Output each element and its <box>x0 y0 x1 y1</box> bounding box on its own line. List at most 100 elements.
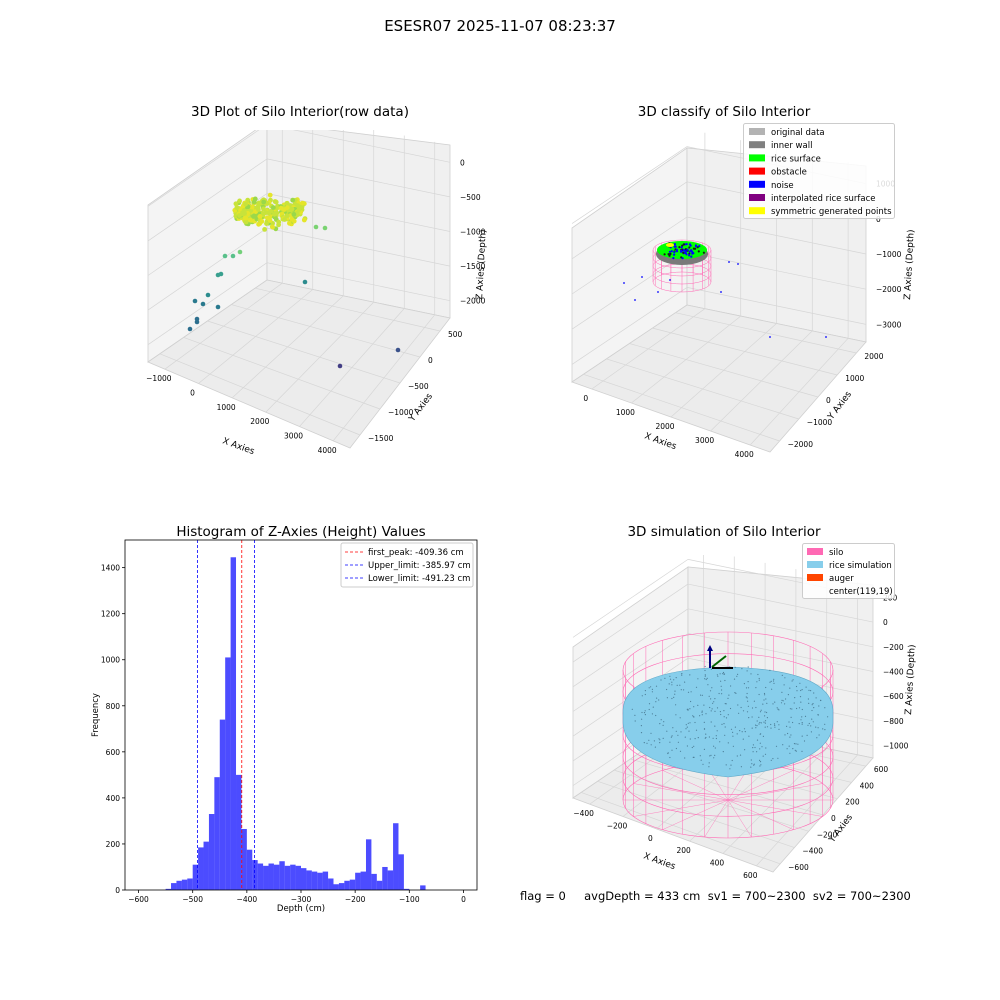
p4-surface-point <box>760 764 762 766</box>
p1-data-point <box>270 224 275 230</box>
p4-surface-point <box>677 734 679 736</box>
p3-x-tick-label: −500 <box>182 895 203 904</box>
p4-surface-point <box>801 735 803 737</box>
p2-legend-label: original data <box>771 128 825 138</box>
p1-data-point <box>295 203 301 208</box>
p4-surface-point <box>662 724 664 726</box>
p4-surface-point <box>695 729 698 731</box>
p4-surface-point <box>772 758 774 760</box>
p4-surface-point <box>804 715 807 717</box>
p4-y-gridline <box>581 792 781 865</box>
p4-surface-point <box>674 690 676 692</box>
p4-surface-point <box>818 734 820 736</box>
p4-surface-point <box>679 717 681 719</box>
p4-surface-point <box>671 684 673 686</box>
p4-surface-point <box>672 727 674 729</box>
p3-bar <box>225 657 231 890</box>
p4-surface-point <box>760 722 762 724</box>
p4-surface-point <box>764 720 767 722</box>
p2-noise-point <box>634 299 636 301</box>
p3-bar <box>393 823 399 890</box>
p4-surface-point <box>732 735 734 737</box>
p4-surface-point <box>651 691 653 693</box>
p4-surface-point <box>806 734 808 736</box>
p4-surface-point <box>751 716 753 718</box>
p4-surface-point <box>770 680 772 682</box>
p4-surface-point <box>759 748 761 750</box>
p4-surface-point <box>684 757 686 759</box>
p3-legend-label: Lower_limit: -491.23 cm <box>368 574 470 584</box>
p4-surface-point <box>666 688 668 691</box>
p3-y-tick-label: 800 <box>106 702 121 711</box>
p4-surface-point <box>813 692 815 694</box>
p2-noise-point <box>720 291 722 293</box>
p4-surface-point <box>667 752 669 755</box>
p4-surface-point <box>709 690 712 692</box>
p4-surface-point <box>659 739 661 741</box>
p3-bar <box>317 872 323 890</box>
p4-surface-point <box>756 739 759 741</box>
p4-surface-point <box>722 671 725 674</box>
p4-surface-point <box>650 686 652 688</box>
p4-surface-point <box>714 754 716 756</box>
p4-surface-point <box>655 685 658 687</box>
p2-class-point <box>697 250 700 253</box>
panel2-3d-plot: 01000200030004000−2000−10000100020001000… <box>571 132 917 459</box>
p4-surface-point <box>822 728 824 730</box>
p4-surface-point <box>765 686 767 689</box>
p2-z-gridline <box>571 181 688 260</box>
p2-noise-point <box>825 336 827 338</box>
p4-surface-point <box>742 710 745 712</box>
p3-x-tick-label: −200 <box>345 895 366 904</box>
p4-surface-point <box>765 698 767 700</box>
p1-data-point <box>192 298 198 304</box>
p4-silo-spoke <box>633 783 729 801</box>
p1-data-point <box>262 227 267 232</box>
p1-y-gridline <box>183 337 381 410</box>
p4-surface-point <box>669 741 671 743</box>
p1-data-point <box>267 192 273 198</box>
p4-surface-point <box>710 754 712 756</box>
p4-surface-point <box>791 708 793 710</box>
p1-y-tick-label: −1500 <box>368 434 394 443</box>
p4-surface-point <box>644 693 646 696</box>
p2-class-point <box>674 245 677 248</box>
p2-class-point <box>667 253 670 256</box>
p4-silo-spoke <box>662 770 729 801</box>
p1-data-point <box>256 207 261 212</box>
p4-surface-point <box>652 706 654 708</box>
p4-surface-point <box>687 709 689 711</box>
p3-bar <box>355 872 361 890</box>
p3-bar <box>279 861 285 890</box>
p4-surface-point <box>750 766 752 768</box>
p4-surface-point <box>705 678 707 681</box>
p4-surface-point <box>664 677 666 679</box>
p3-bar <box>181 879 188 890</box>
p1-data-point <box>284 200 290 206</box>
p4-surface-point <box>701 714 703 716</box>
p4-surface-point <box>675 714 677 716</box>
p4-surface-point <box>771 688 773 690</box>
p3-bar <box>360 871 366 890</box>
p3-y-tick-label: 0 <box>115 886 120 895</box>
p4-surface-point <box>795 750 797 752</box>
p3-bar <box>311 871 318 890</box>
p4-surface-point <box>739 730 741 732</box>
p2-class-point <box>688 250 691 253</box>
p4-surface-point <box>692 715 694 717</box>
p1-data-point <box>264 221 269 226</box>
p4-surface-point <box>798 723 800 725</box>
p2-noise-point <box>728 261 730 263</box>
p3-bar <box>387 870 394 890</box>
p4-surface-point <box>741 668 743 670</box>
p1-data-point <box>243 219 249 225</box>
p3-x-tick-label: 0 <box>461 895 466 904</box>
p1-data-point <box>218 271 224 277</box>
p4-surface-point <box>700 759 702 761</box>
p2-x-tick-label: 0 <box>583 394 588 403</box>
p4-surface-point <box>747 700 749 702</box>
p1-data-point <box>302 279 308 285</box>
panel2-ylabel: Y Axies <box>826 390 854 423</box>
p4-surface-point <box>644 714 646 716</box>
p3-bar <box>219 719 226 890</box>
